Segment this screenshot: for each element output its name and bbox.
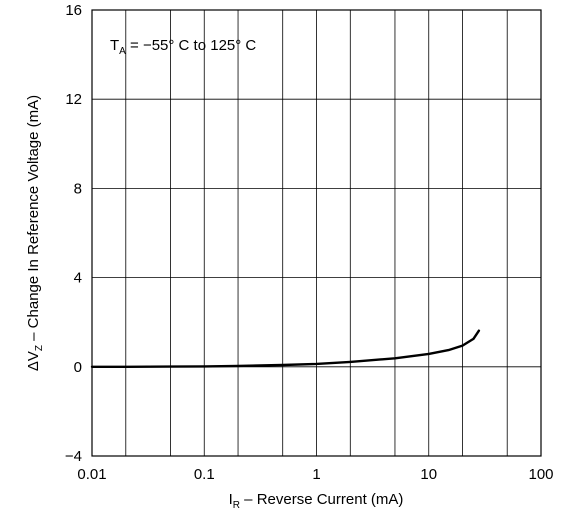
y-axis-title: ΔVZ – Change In Reference Voltage (mA)	[25, 95, 45, 371]
x-tick-label: 0.1	[194, 466, 215, 483]
y-axis-tick-labels: −4 0 4 8 12 16	[65, 2, 82, 465]
x-tick-label: 0.01	[77, 466, 106, 483]
series-line	[90, 329, 481, 368]
y-tick-label: 16	[65, 2, 82, 19]
y-tick-label: 0	[74, 359, 82, 376]
x-axis-tick-labels: 0.01 0.1 1 10 100	[77, 466, 553, 483]
grid-lines	[92, 10, 541, 456]
x-tick-label: 100	[528, 466, 553, 483]
data-series	[90, 329, 481, 368]
y-tick-label: 8	[74, 180, 82, 197]
y-tick-label: −4	[65, 448, 82, 465]
x-tick-label: 10	[420, 466, 437, 483]
plot-frame	[91, 9, 542, 457]
temperature-annotation: TA = −55° C to 125° C	[110, 37, 256, 57]
x-axis-title: IR – Reverse Current (mA)	[229, 491, 404, 511]
y-tick-label: 4	[74, 270, 82, 287]
x-tick-label: 1	[312, 466, 320, 483]
y-tick-label: 12	[65, 91, 82, 108]
